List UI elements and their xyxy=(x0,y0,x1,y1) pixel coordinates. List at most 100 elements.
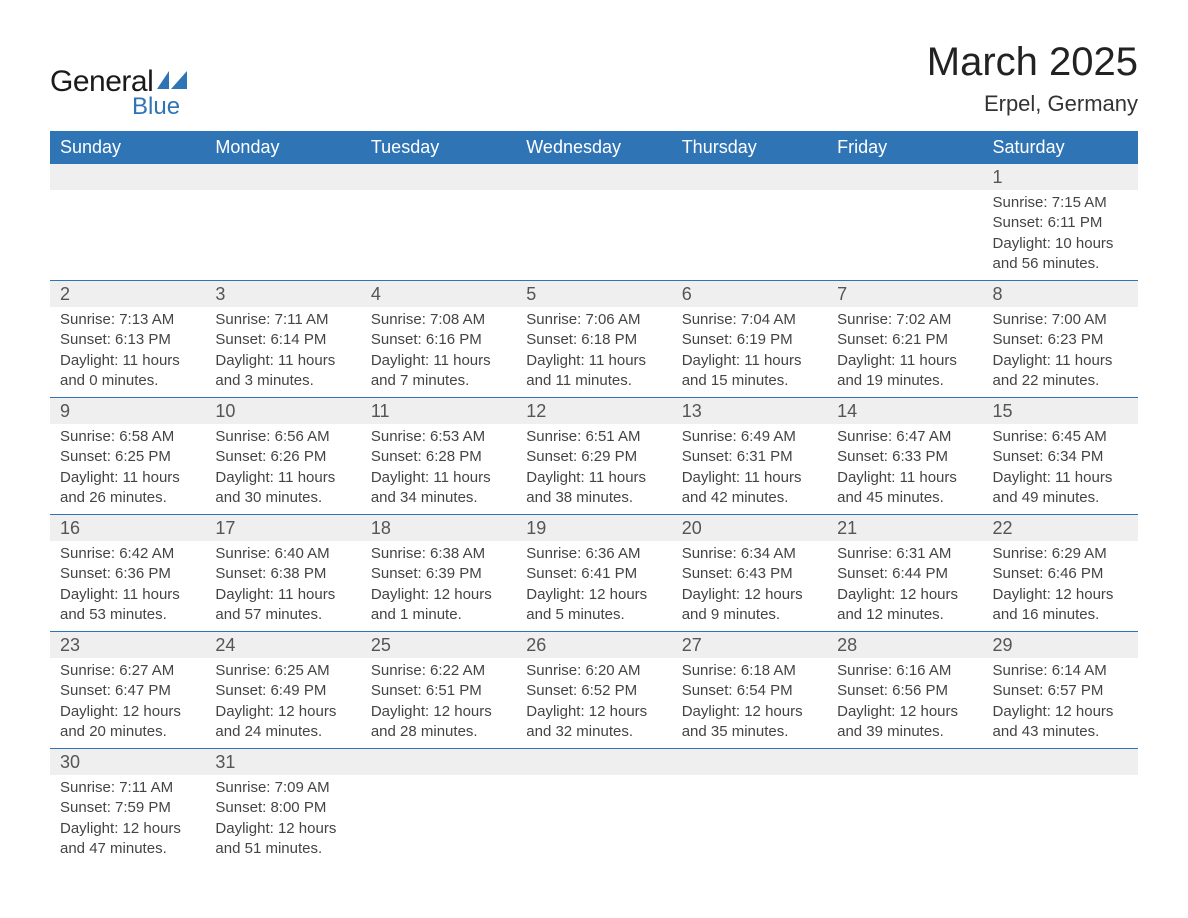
daylight-text-1: Daylight: 12 hours xyxy=(993,702,1128,722)
sunset-text: Sunset: 6:44 PM xyxy=(837,564,972,584)
day-detail-cell: Sunrise: 6:29 AMSunset: 6:46 PMDaylight:… xyxy=(983,541,1138,632)
day-number-cell: 18 xyxy=(361,515,516,542)
day-detail-cell: Sunrise: 6:58 AMSunset: 6:25 PMDaylight:… xyxy=(50,424,205,515)
day-detail-cell: Sunrise: 7:15 AMSunset: 6:11 PMDaylight:… xyxy=(983,190,1138,281)
daylight-text-2: and 57 minutes. xyxy=(215,605,350,625)
daylight-text-1: Daylight: 12 hours xyxy=(682,702,817,722)
sunset-text: Sunset: 6:31 PM xyxy=(682,447,817,467)
day-detail-cell: Sunrise: 7:00 AMSunset: 6:23 PMDaylight:… xyxy=(983,307,1138,398)
day-detail-cell: Sunrise: 7:13 AMSunset: 6:13 PMDaylight:… xyxy=(50,307,205,398)
sunset-text: Sunset: 6:56 PM xyxy=(837,681,972,701)
day-detail-cell: Sunrise: 7:09 AMSunset: 8:00 PMDaylight:… xyxy=(205,775,360,865)
day-header: Friday xyxy=(827,131,982,164)
daylight-text-2: and 39 minutes. xyxy=(837,722,972,742)
sunrise-text: Sunrise: 6:29 AM xyxy=(993,544,1128,564)
day-number-cell: 30 xyxy=(50,749,205,776)
day-number-cell: 21 xyxy=(827,515,982,542)
sunset-text: Sunset: 6:41 PM xyxy=(526,564,661,584)
daylight-text-2: and 16 minutes. xyxy=(993,605,1128,625)
day-detail-row: Sunrise: 7:13 AMSunset: 6:13 PMDaylight:… xyxy=(50,307,1138,398)
day-detail-cell xyxy=(361,190,516,281)
day-detail-row: Sunrise: 7:15 AMSunset: 6:11 PMDaylight:… xyxy=(50,190,1138,281)
day-detail-cell: Sunrise: 6:45 AMSunset: 6:34 PMDaylight:… xyxy=(983,424,1138,515)
daylight-text-2: and 30 minutes. xyxy=(215,488,350,508)
daylight-text-1: Daylight: 12 hours xyxy=(215,819,350,839)
daylight-text-2: and 28 minutes. xyxy=(371,722,506,742)
day-header: Thursday xyxy=(672,131,827,164)
daylight-text-1: Daylight: 11 hours xyxy=(526,351,661,371)
day-number-cell: 8 xyxy=(983,281,1138,308)
day-header: Sunday xyxy=(50,131,205,164)
sunrise-text: Sunrise: 6:56 AM xyxy=(215,427,350,447)
daylight-text-2: and 1 minute. xyxy=(371,605,506,625)
day-detail-cell xyxy=(827,775,982,865)
daylight-text-2: and 34 minutes. xyxy=(371,488,506,508)
day-number-cell: 2 xyxy=(50,281,205,308)
day-number-cell: 16 xyxy=(50,515,205,542)
day-number-row: 3031 xyxy=(50,749,1138,776)
day-detail-cell xyxy=(516,775,671,865)
sunset-text: Sunset: 6:14 PM xyxy=(215,330,350,350)
daylight-text-2: and 3 minutes. xyxy=(215,371,350,391)
daylight-text-2: and 51 minutes. xyxy=(215,839,350,859)
day-detail-cell: Sunrise: 6:40 AMSunset: 6:38 PMDaylight:… xyxy=(205,541,360,632)
day-detail-cell: Sunrise: 6:27 AMSunset: 6:47 PMDaylight:… xyxy=(50,658,205,749)
daylight-text-2: and 15 minutes. xyxy=(682,371,817,391)
sunset-text: Sunset: 6:23 PM xyxy=(993,330,1128,350)
sunset-text: Sunset: 6:39 PM xyxy=(371,564,506,584)
day-detail-row: Sunrise: 6:42 AMSunset: 6:36 PM Daylight:… xyxy=(50,541,1138,632)
day-detail-row: Sunrise: 6:58 AMSunset: 6:25 PMDaylight:… xyxy=(50,424,1138,515)
sunset-text: Sunset: 6:18 PM xyxy=(526,330,661,350)
daylight-text-2: and 42 minutes. xyxy=(682,488,817,508)
daylight-text-2: and 20 minutes. xyxy=(60,722,195,742)
day-detail-cell xyxy=(827,190,982,281)
sunset-text: Sunset: 6:47 PM xyxy=(60,681,195,701)
sunrise-text: Sunrise: 6:51 AM xyxy=(526,427,661,447)
day-number-cell: 14 xyxy=(827,398,982,425)
daylight-text-1: Daylight: 12 hours xyxy=(837,702,972,722)
sunset-text: Sunset: 6:36 PM xyxy=(60,564,195,584)
sunset-text: Sunset: 6:54 PM xyxy=(682,681,817,701)
day-detail-cell: Sunrise: 6:56 AMSunset: 6:26 PMDaylight:… xyxy=(205,424,360,515)
daylight-text-1: Daylight: 10 hours xyxy=(993,234,1128,254)
daylight-text-2: and 24 minutes. xyxy=(215,722,350,742)
day-number-cell: 9 xyxy=(50,398,205,425)
sunrise-text: Sunrise: 6:18 AM xyxy=(682,661,817,681)
day-header: Saturday xyxy=(983,131,1138,164)
sunrise-text: Sunrise: 6:42 AM xyxy=(60,544,195,564)
sunset-text: Sunset: 6:46 PM xyxy=(993,564,1128,584)
sunset-text: Sunset: 6:19 PM xyxy=(682,330,817,350)
day-detail-cell xyxy=(205,190,360,281)
daylight-text-1: Daylight: 12 hours xyxy=(682,585,817,605)
day-detail-cell xyxy=(50,190,205,281)
sunrise-text: Sunrise: 6:58 AM xyxy=(60,427,195,447)
day-number-cell: 15 xyxy=(983,398,1138,425)
day-detail-cell: Sunrise: 6:18 AMSunset: 6:54 PMDaylight:… xyxy=(672,658,827,749)
day-detail-cell xyxy=(516,190,671,281)
daylight-text-1: Daylight: 11 hours xyxy=(60,468,195,488)
day-number-cell: 7 xyxy=(827,281,982,308)
sunrise-text: Sunrise: 7:02 AM xyxy=(837,310,972,330)
day-detail-cell: Sunrise: 6:25 AMSunset: 6:49 PMDaylight:… xyxy=(205,658,360,749)
sunrise-text: Sunrise: 7:04 AM xyxy=(682,310,817,330)
daylight-text-1: Daylight: 12 hours xyxy=(993,585,1128,605)
day-number-row: 23242526272829 xyxy=(50,632,1138,659)
day-detail-cell xyxy=(672,775,827,865)
sunrise-text: Sunrise: 6:53 AM xyxy=(371,427,506,447)
day-detail-cell: Sunrise: 6:47 AMSunset: 6:33 PMDaylight:… xyxy=(827,424,982,515)
day-number-cell xyxy=(827,749,982,776)
day-number-cell: 13 xyxy=(672,398,827,425)
sunrise-text: Sunrise: 7:09 AM xyxy=(215,778,350,798)
daylight-text-1: Daylight: 11 hours xyxy=(215,468,350,488)
daylight-text-1: Daylight: 11 hours xyxy=(682,468,817,488)
daylight-text-1: Daylight: 11 hours xyxy=(215,351,350,371)
day-number-cell: 6 xyxy=(672,281,827,308)
sunset-text: Sunset: 6:49 PM xyxy=(215,681,350,701)
daylight-text-2: and 56 minutes. xyxy=(993,254,1128,274)
day-number-cell xyxy=(516,164,671,190)
daylight-text-2: and 53 minutes. xyxy=(60,605,195,625)
location-label: Erpel, Germany xyxy=(927,91,1138,117)
daylight-text-1: Daylight: 11 hours xyxy=(837,468,972,488)
day-number-row: 9101112131415 xyxy=(50,398,1138,425)
day-detail-cell: Sunrise: 6:42 AMSunset: 6:36 PMDaylight:… xyxy=(50,541,205,632)
